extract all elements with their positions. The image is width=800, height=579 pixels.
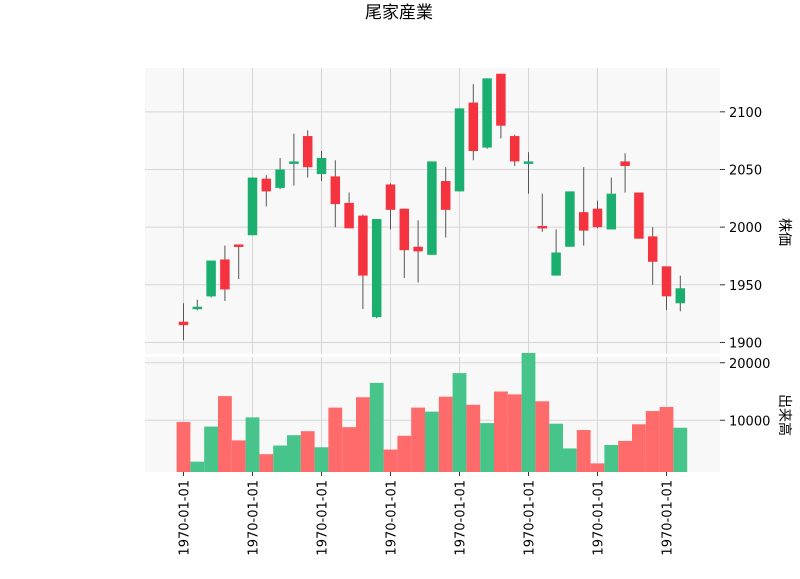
x-tick-label: 1970-01-01 [247, 480, 262, 556]
candle-body [247, 177, 258, 236]
x-tick-label: 1970-01-01 [316, 480, 331, 556]
volume-bar [397, 435, 412, 472]
price-tick-label: 2100 [729, 106, 762, 121]
candle-body [606, 193, 617, 230]
volume-bar [632, 424, 646, 472]
candle-body [344, 202, 354, 229]
volume-bar [383, 449, 398, 472]
candle-body [330, 176, 341, 205]
candle-body [468, 102, 479, 152]
candle-body [220, 259, 230, 290]
candle-body [233, 244, 244, 247]
candle-body [537, 225, 548, 229]
candle-body [178, 321, 189, 326]
volume-bar [604, 444, 619, 472]
volume-bar [231, 440, 246, 472]
volume-panel: 10000 20000 [145, 352, 770, 472]
x-tick-label: 1970-01-01 [523, 480, 538, 556]
volume-bar [245, 417, 260, 472]
candle-body [551, 252, 561, 276]
volume-bar [494, 391, 508, 472]
candle-body [661, 266, 672, 297]
candle-body [427, 161, 437, 255]
volume-bar [259, 454, 274, 472]
candle-body [358, 215, 368, 276]
volume-axis-label: 出来高 [776, 394, 793, 436]
volume-bar [576, 430, 591, 472]
volume-tick-label: 10000 [729, 414, 770, 429]
volume-bar [314, 447, 329, 472]
candle-body [371, 219, 382, 318]
volume-bar [411, 407, 425, 472]
candle-body [592, 208, 603, 228]
candle-body [620, 161, 630, 167]
candle-body [675, 288, 686, 304]
candle-body [302, 136, 313, 168]
candle-body [496, 73, 506, 126]
price-tick-label: 1950 [729, 279, 762, 294]
volume-bar [480, 423, 494, 472]
volume-tick-label: 20000 [729, 357, 770, 372]
candle-body [316, 157, 327, 175]
price-tick-label: 1900 [729, 336, 762, 351]
x-tick-label: 1970-01-01 [454, 480, 469, 556]
volume-bar [190, 461, 205, 472]
volume-bar [300, 431, 315, 472]
volume-bar [563, 448, 577, 472]
candle-body [289, 161, 299, 164]
volume-bar [204, 426, 218, 472]
volume-bar [273, 445, 287, 472]
volume-bar [356, 397, 370, 472]
candle-body [399, 208, 410, 251]
candle-body [482, 78, 492, 148]
volume-bar [645, 411, 660, 472]
candle-body [647, 236, 658, 262]
volume-bar [466, 404, 481, 472]
price-panel: 1900 1950 2000 2050 2100 [145, 68, 762, 354]
volume-bar [328, 407, 343, 472]
volume-bar [176, 421, 191, 472]
volume-bar [452, 373, 467, 472]
x-tick-label: 1970-01-01 [385, 480, 400, 556]
candle-body [275, 169, 285, 188]
chart-title: 尾家産業 [365, 3, 433, 23]
candle-body [565, 191, 575, 247]
volume-bar [287, 435, 301, 472]
volume-bar [521, 352, 536, 472]
candle-body [385, 184, 396, 210]
candle-body [413, 246, 423, 252]
price-axis-label: 株価 [776, 218, 792, 246]
candle-body [192, 306, 203, 310]
volume-bar [218, 396, 232, 472]
volume-bar [590, 463, 605, 472]
candle-body [509, 136, 520, 162]
x-tick-label: 1970-01-01 [592, 480, 607, 556]
candle-body [634, 192, 644, 239]
candle-body [454, 108, 465, 192]
volume-bar [342, 427, 356, 472]
volume-bar [438, 396, 453, 472]
volume-bar [369, 382, 384, 472]
volume-bar [425, 411, 439, 472]
candle-body [261, 178, 272, 192]
volume-bar [618, 440, 632, 472]
price-tick-label: 2050 [729, 163, 762, 178]
candle-body [440, 181, 451, 210]
candle-body [578, 212, 589, 231]
price-tick-label: 2000 [729, 221, 762, 236]
volume-bar [549, 423, 563, 472]
volume-bar [673, 427, 688, 472]
volume-bar [535, 401, 550, 472]
volume-bar [659, 407, 674, 472]
candle-body [206, 260, 216, 297]
x-tick-label: 1970-01-01 [661, 480, 676, 556]
candle-body [523, 161, 534, 164]
volume-bar [507, 394, 522, 472]
x-tick-label: 1970-01-01 [178, 480, 193, 556]
